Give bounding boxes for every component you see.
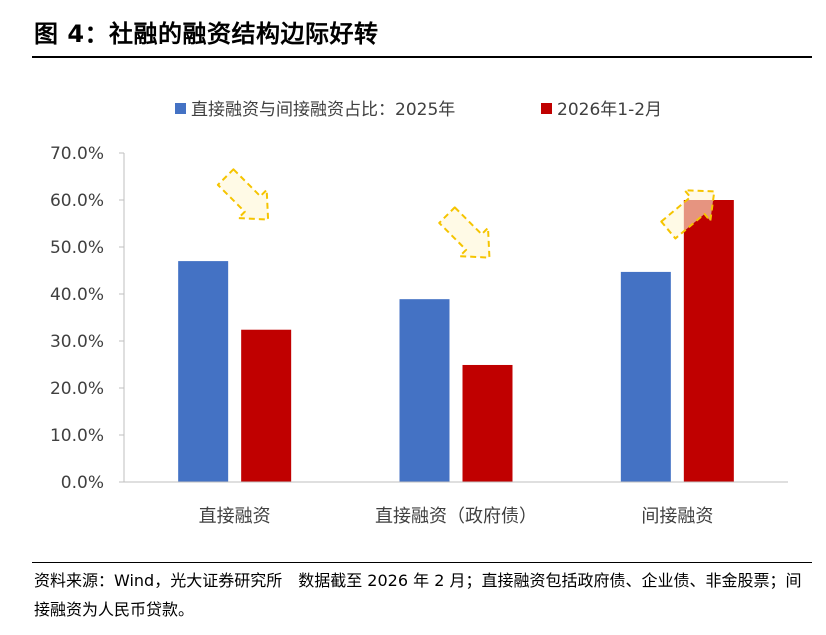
y-tick-label: 50.0% (50, 238, 104, 258)
bar-3-series-2 (683, 200, 734, 482)
x-axis: 直接融资 直接融资（政府债） 间接融资 (124, 481, 788, 527)
bar-2-series-2 (462, 364, 513, 482)
chart-legend: 直接融资与间接融资占比：2025年 2026年1-2月 (175, 100, 662, 120)
bars (178, 200, 734, 482)
source-rule (32, 562, 812, 563)
trend-arrow-down-2 (438, 206, 491, 259)
y-tick-label: 70.0% (50, 144, 104, 164)
bar-chart: 直接融资与间接融资占比：2025年 2026年1-2月 0.0% 10.0% 20.0… (50, 100, 788, 527)
trend-arrow-down-1 (216, 168, 270, 221)
bar-1-series-1 (178, 261, 229, 482)
bar-3-series-1 (620, 271, 671, 482)
source-note: 资料来源：Wind，光大证券研究所 数据截至 2026 年 2 月；直接融资包括… (34, 571, 802, 619)
x-tick-label: 直接融资（政府债） (375, 506, 537, 527)
legend-swatch-2 (541, 103, 552, 114)
y-tick-label: 10.0% (50, 426, 104, 446)
x-tick-label: 直接融资 (199, 506, 271, 527)
trend-arrows (216, 168, 716, 259)
legend-label-1: 直接融资与间接融资占比：2025年 (191, 100, 455, 120)
figure-title: 图 4：社融的融资结构边际好转 (34, 20, 379, 48)
y-axis: 0.0% 10.0% 20.0% 30.0% 40.0% 50.0% 60.0% 70.0% (50, 144, 125, 493)
trend-arrow-up-3 (660, 189, 716, 240)
y-tick-label: 40.0% (50, 285, 104, 305)
y-tick-label: 30.0% (50, 332, 104, 352)
bar-1-series-2 (241, 329, 292, 482)
y-tick-label: 60.0% (50, 191, 104, 211)
bar-2-series-1 (399, 299, 450, 482)
legend-label-2: 2026年1-2月 (557, 100, 662, 120)
title-rule (32, 56, 812, 58)
y-tick-label: 20.0% (50, 379, 104, 399)
x-tick-label: 间接融资 (641, 506, 713, 527)
y-tick-label: 0.0% (61, 473, 104, 493)
legend-swatch-1 (175, 103, 186, 114)
